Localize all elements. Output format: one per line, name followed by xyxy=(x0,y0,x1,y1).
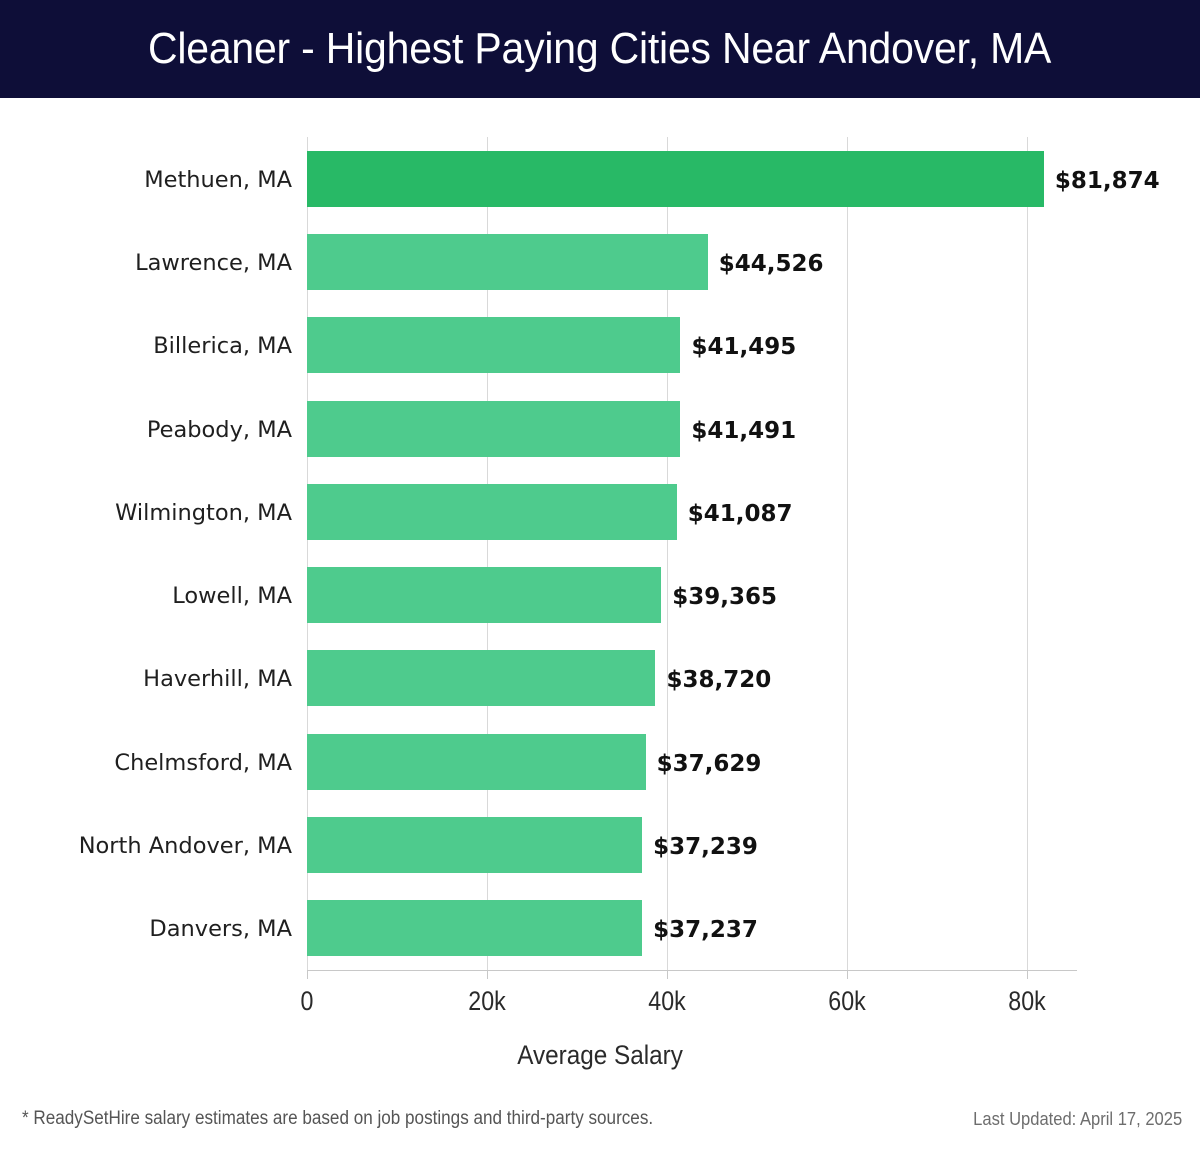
bar-row: Billerica, MA $41,495 xyxy=(0,304,1200,387)
category-label: Haverhill, MA xyxy=(143,666,292,693)
tick-mark-0 xyxy=(307,970,308,979)
category-label: Lowell, MA xyxy=(172,583,292,610)
category-label: Peabody, MA xyxy=(146,416,292,443)
bar-row: Chelmsford, MA $37,629 xyxy=(0,720,1200,803)
page-title: Cleaner - Highest Paying Cities Near And… xyxy=(148,24,1052,73)
category-label: Chelmsford, MA xyxy=(114,749,292,776)
chart-header-bar: Cleaner - Highest Paying Cities Near And… xyxy=(0,0,1200,98)
x-axis-title: Average Salary xyxy=(0,1040,1200,1071)
bar-value-label: $37,629 xyxy=(656,750,762,777)
tick-mark-40k xyxy=(667,970,668,979)
last-updated-text: Last Updated: April 17, 2025 xyxy=(973,1109,1182,1129)
tick-mark-80k xyxy=(1027,970,1028,979)
plot-area xyxy=(307,137,1028,970)
category-label: Billerica, MA xyxy=(153,333,292,360)
bar-value-label: $39,365 xyxy=(672,584,778,611)
last-updated: Last Updated: April 17, 2025 xyxy=(955,1109,1182,1130)
bar[interactable] xyxy=(307,650,656,707)
bar-row: Danvers, MA $37,237 xyxy=(0,887,1200,970)
bar-row: Methuen, MA $81,874 xyxy=(0,137,1200,220)
x-tick-label-20k: 20k xyxy=(465,986,509,1017)
bar-value-label: $81,874 xyxy=(1054,167,1160,194)
gridline-80k xyxy=(1027,137,1028,970)
bar[interactable] xyxy=(307,317,681,374)
x-tick-label-0: 0 xyxy=(299,986,314,1017)
gridline-20k xyxy=(487,137,488,970)
bar[interactable] xyxy=(307,817,643,874)
category-label: Danvers, MA xyxy=(149,916,292,943)
tick-mark-20k xyxy=(487,970,488,979)
chart-footer: * ReadySetHire salary estimates are base… xyxy=(0,1108,1200,1158)
footnote-text: * ReadySetHire salary estimates are base… xyxy=(22,1108,654,1129)
bar-value-label: $44,526 xyxy=(718,250,824,277)
bar[interactable] xyxy=(307,733,646,790)
bar-value-label: $37,237 xyxy=(653,917,758,944)
x-tick-label-text: 60k xyxy=(828,986,866,1016)
bar[interactable] xyxy=(307,483,677,540)
x-tick-label-text: 40k xyxy=(648,986,686,1016)
x-tick-label-80k: 80k xyxy=(1005,986,1049,1017)
category-label: Lawrence, MA xyxy=(135,249,292,276)
bar-row: North Andover, MA $37,239 xyxy=(0,803,1200,886)
category-label: Wilmington, MA xyxy=(115,499,292,526)
bar-row: Haverhill, MA $38,720 xyxy=(0,637,1200,720)
bar-row: Lawrence, MA $44,526 xyxy=(0,220,1200,303)
category-label: Methuen, MA xyxy=(144,166,292,193)
bar-row: Wilmington, MA $41,087 xyxy=(0,470,1200,553)
bar-value-label: $41,087 xyxy=(687,500,793,527)
x-tick-label-60k: 60k xyxy=(825,986,869,1017)
tick-mark-60k xyxy=(847,970,848,979)
bar-value-label: $37,239 xyxy=(653,834,758,861)
category-label: North Andover, MA xyxy=(78,833,292,860)
bar-row: Lowell, MA $39,365 xyxy=(0,554,1200,637)
gridline-0 xyxy=(307,137,308,970)
bar-value-label: $41,495 xyxy=(691,334,797,361)
gridline-60k xyxy=(847,137,848,970)
x-tick-label-text: 80k xyxy=(1008,986,1046,1016)
x-tick-label-40k: 40k xyxy=(645,986,689,1017)
bar-value-label: $38,720 xyxy=(666,667,772,694)
bar-chart: Methuen, MA $81,874 Lawrence, MA $44,526 Bil… xyxy=(0,98,1200,1098)
bar[interactable] xyxy=(307,567,662,624)
bar[interactable] xyxy=(307,400,681,457)
footnote: * ReadySetHire salary estimates are base… xyxy=(22,1108,723,1130)
x-axis-title-text: Average Salary xyxy=(517,1040,683,1070)
x-axis-line xyxy=(307,970,1077,971)
gridline-40k xyxy=(667,137,668,970)
bar[interactable] xyxy=(307,233,708,290)
x-tick-label-text: 20k xyxy=(468,986,506,1016)
bar[interactable] xyxy=(307,900,643,957)
x-tick-label-text: 0 xyxy=(300,986,314,1016)
bar-row: Peabody, MA $41,491 xyxy=(0,387,1200,470)
bar[interactable] xyxy=(307,150,1044,207)
bar-value-label: $41,491 xyxy=(691,417,797,444)
